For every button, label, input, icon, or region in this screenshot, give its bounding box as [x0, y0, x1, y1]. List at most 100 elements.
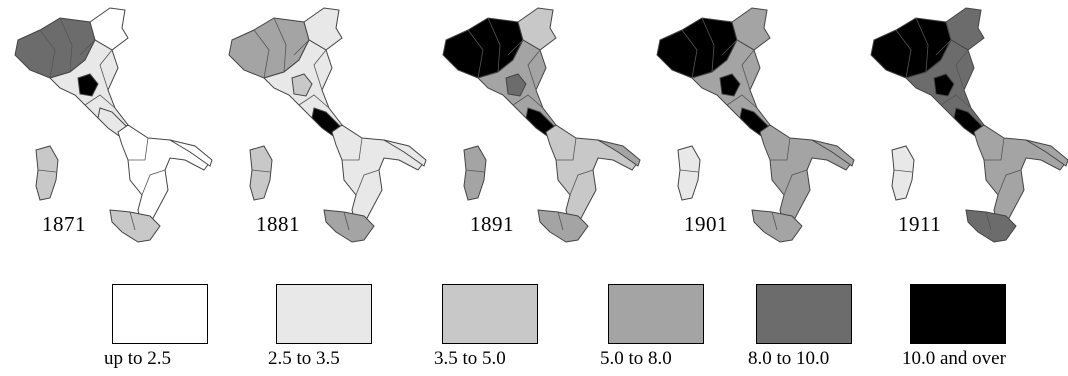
province-border-7	[771, 211, 778, 231]
map-italy-1881	[228, 7, 427, 243]
province-border-4	[512, 94, 544, 109]
province-border-1	[59, 17, 73, 73]
maps-row: 1871 1881 1891 1901 1911	[0, 0, 1068, 270]
province-border-0	[39, 29, 56, 79]
legend-swatch-1	[276, 284, 372, 344]
province-border-7	[557, 211, 564, 231]
province-border-2	[721, 39, 738, 56]
province-border-8	[251, 169, 271, 173]
province-border-7	[985, 211, 992, 231]
province-border-4	[940, 94, 972, 109]
map-panel-1911: 1911	[856, 0, 1068, 270]
province-border-8	[465, 169, 485, 173]
region-heel	[1025, 139, 1068, 167]
map-panel-1891: 1891	[428, 0, 642, 270]
region-focus	[719, 73, 741, 97]
province-border-5	[984, 137, 1005, 161]
map-italy-1911	[870, 7, 1068, 243]
region-sicily	[537, 209, 589, 243]
province-border-3	[99, 49, 113, 91]
region-heel	[811, 139, 855, 167]
region-focus	[77, 73, 99, 97]
legend: up to 2.5 2.5 to 3.5 3.5 to 5.0 5.0 to 8…	[0, 280, 1068, 376]
year-label-1911: 1911	[898, 212, 942, 236]
province-border-6	[355, 169, 380, 196]
province-border-6	[569, 169, 594, 196]
legend-swatch-3	[608, 284, 704, 344]
province-border-8	[893, 169, 913, 173]
legend-label-5: 10.0 and over	[902, 348, 1006, 369]
province-border-2	[293, 39, 310, 56]
province-border-1	[915, 17, 929, 73]
region-sardinia	[249, 145, 273, 201]
province-border-2	[79, 39, 96, 56]
legend-label-1: 2.5 to 3.5	[268, 348, 340, 369]
region-sicily	[323, 209, 375, 243]
region-sardinia	[463, 145, 487, 201]
province-border-3	[955, 49, 969, 91]
province-border-3	[741, 49, 755, 91]
province-border-4	[726, 94, 758, 109]
province-border-6	[141, 169, 166, 196]
legend-item-1: 2.5 to 3.5	[268, 284, 376, 369]
map-panel-1881: 1881	[214, 0, 428, 270]
region-focus	[291, 73, 313, 97]
legend-label-4: 8.0 to 10.0	[748, 348, 830, 369]
legend-swatch-2	[442, 284, 538, 344]
legend-item-3: 5.0 to 8.0	[600, 284, 708, 369]
legend-label-0: up to 2.5	[104, 348, 172, 369]
legend-label-2: 3.5 to 5.0	[434, 348, 506, 369]
province-border-5	[128, 137, 149, 161]
region-sicily	[109, 209, 161, 243]
year-label-1891: 1891	[470, 212, 514, 236]
province-border-0	[467, 29, 484, 79]
province-border-8	[679, 169, 699, 173]
province-border-8	[37, 169, 57, 173]
province-border-0	[681, 29, 698, 79]
province-border-0	[895, 29, 912, 79]
province-border-3	[527, 49, 541, 91]
region-heel	[597, 139, 641, 167]
province-border-1	[487, 17, 501, 73]
region-heel	[383, 139, 427, 167]
map-italy-1901	[656, 7, 855, 243]
province-border-6	[997, 169, 1022, 196]
province-border-5	[770, 137, 791, 161]
region-sicily	[751, 209, 803, 243]
province-border-4	[84, 94, 116, 109]
legend-label-3: 5.0 to 8.0	[600, 348, 672, 369]
year-label-1901: 1901	[684, 212, 728, 236]
region-sicily	[965, 209, 1017, 243]
province-border-4	[298, 94, 330, 109]
province-border-5	[556, 137, 577, 161]
legend-item-2: 3.5 to 5.0	[434, 284, 542, 369]
legend-swatch-5	[910, 284, 1006, 344]
province-border-3	[313, 49, 327, 91]
province-border-1	[701, 17, 715, 73]
year-label-1881: 1881	[256, 212, 300, 236]
map-panel-1871: 1871	[0, 0, 214, 270]
region-sardinia	[891, 145, 915, 201]
province-border-7	[129, 211, 136, 231]
province-border-5	[342, 137, 363, 161]
map-italy-1891	[442, 7, 641, 243]
legend-item-0: up to 2.5	[104, 284, 212, 369]
region-heel	[169, 139, 213, 167]
province-border-2	[507, 39, 524, 56]
province-border-6	[783, 169, 808, 196]
region-focus	[933, 73, 955, 97]
province-border-0	[253, 29, 270, 79]
region-focus	[505, 73, 527, 97]
region-sardinia	[677, 145, 701, 201]
legend-item-4: 8.0 to 10.0	[748, 284, 856, 369]
province-border-7	[343, 211, 350, 231]
year-label-1871: 1871	[42, 212, 86, 236]
province-border-2	[935, 39, 952, 56]
legend-item-5: 10.0 and over	[902, 284, 1010, 369]
map-panel-1901: 1901	[642, 0, 856, 270]
legend-swatch-4	[756, 284, 852, 344]
region-sardinia	[35, 145, 59, 201]
province-border-1	[273, 17, 287, 73]
map-italy-1871	[14, 7, 213, 243]
legend-swatch-0	[112, 284, 208, 344]
